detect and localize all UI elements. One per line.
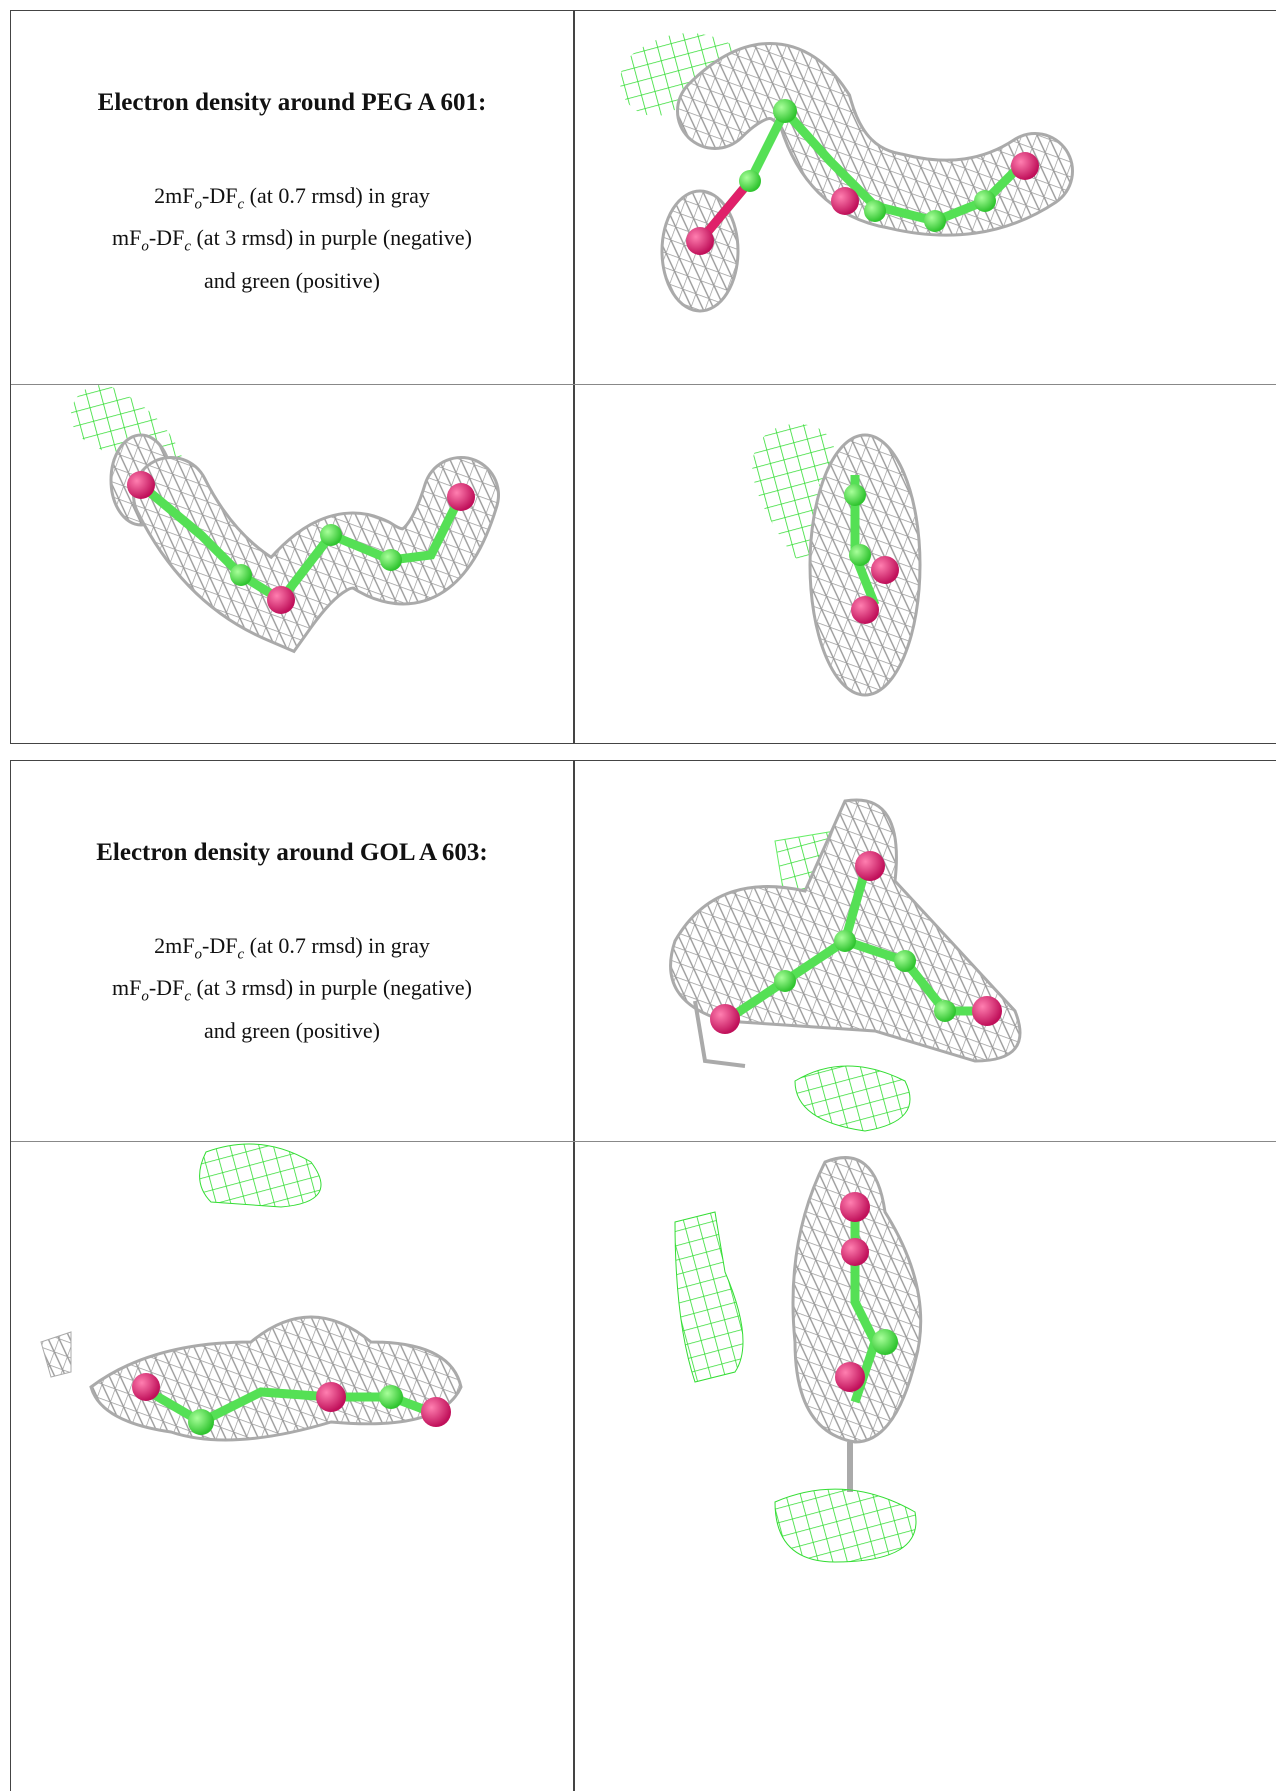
text: o bbox=[195, 946, 203, 962]
caption-title: Electron density around PEG A 601: bbox=[11, 89, 573, 117]
density-image bbox=[575, 385, 1276, 743]
text: 2mF bbox=[154, 183, 194, 208]
text: o bbox=[141, 239, 149, 255]
density-image bbox=[11, 1142, 573, 1782]
text: mF bbox=[112, 225, 141, 250]
caption-legend: 2mFo-DFc (at 0.7 rmsd) in gray mFo-DFc (… bbox=[11, 929, 573, 1047]
legend-line: mFo-DFc (at 3 rmsd) in purple (negative) bbox=[11, 221, 573, 263]
text: -DF bbox=[149, 225, 184, 250]
text: c bbox=[184, 989, 191, 1005]
page: Electron density around PEG A 601: 2mFo-… bbox=[0, 0, 1276, 1779]
legend-line: and green (positive) bbox=[11, 264, 573, 297]
caption-title: Electron density around GOL A 603: bbox=[11, 839, 573, 867]
text: mF bbox=[112, 975, 141, 1000]
caption: Electron density around GOL A 603: 2mFo-… bbox=[11, 839, 573, 1047]
legend-line: 2mFo-DFc (at 0.7 rmsd) in gray bbox=[11, 929, 573, 971]
section-table: Electron density around GOL A 603: 2mFo-… bbox=[10, 760, 1276, 1791]
density-image bbox=[575, 1142, 1276, 1782]
text: o bbox=[141, 989, 149, 1005]
legend-line: mFo-DFc (at 3 rmsd) in purple (negative) bbox=[11, 971, 573, 1013]
text: (at 0.7 rmsd) in gray bbox=[244, 183, 430, 208]
density-image bbox=[575, 11, 1276, 383]
caption-legend: 2mFo-DFc (at 0.7 rmsd) in gray mFo-DFc (… bbox=[11, 179, 573, 297]
caption: Electron density around PEG A 601: 2mFo-… bbox=[11, 89, 573, 297]
section-table: Electron density around PEG A 601: 2mFo-… bbox=[10, 10, 1276, 744]
text: 2mF bbox=[154, 933, 194, 958]
text: -DF bbox=[202, 183, 237, 208]
text: (at 3 rmsd) in purple (negative) bbox=[191, 975, 472, 1000]
legend-line: and green (positive) bbox=[11, 1014, 573, 1047]
text: -DF bbox=[202, 933, 237, 958]
legend-line: 2mFo-DFc (at 0.7 rmsd) in gray bbox=[11, 179, 573, 221]
text: -DF bbox=[149, 975, 184, 1000]
text: (at 0.7 rmsd) in gray bbox=[244, 933, 430, 958]
text: c bbox=[184, 239, 191, 255]
text: o bbox=[195, 196, 203, 212]
text: (at 3 rmsd) in purple (negative) bbox=[191, 225, 472, 250]
density-image bbox=[575, 761, 1276, 1140]
density-image bbox=[11, 385, 573, 743]
